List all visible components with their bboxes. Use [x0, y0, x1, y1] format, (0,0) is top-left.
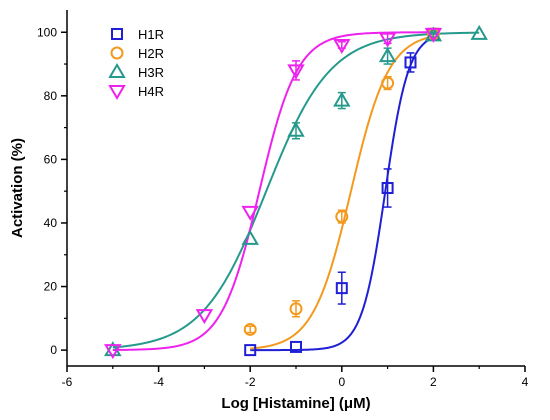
data-point-h1r: [290, 340, 302, 353]
y-tick-label: 40: [44, 216, 58, 230]
data-point-h3r: [333, 91, 351, 107]
legend-label-h3r: H3R: [138, 65, 164, 80]
x-tick-label: -6: [62, 375, 73, 389]
x-axis-label: Log [Histamine] (μM): [221, 395, 370, 412]
y-tick-label: 60: [44, 152, 58, 166]
data-point-h4r: [195, 309, 214, 325]
data-point-h1r: [381, 182, 394, 194]
legend-marker-h4r: [108, 85, 126, 100]
x-tick-label: -2: [245, 375, 256, 389]
data-point-h3r: [104, 341, 122, 357]
error-bars: [246, 29, 438, 334]
legend-marker-h3r: [108, 63, 126, 78]
x-tick-label: 0: [338, 375, 345, 389]
fit-curve-h1r: [250, 36, 434, 352]
data-point-h1r: [244, 344, 257, 357]
data-point-h2r: [289, 302, 303, 316]
data-point-h1r: [404, 56, 417, 69]
y-axis-label: Activation (%): [9, 138, 26, 238]
data-point-h4r: [104, 344, 122, 360]
x-tick-label: -4: [153, 375, 164, 389]
legend-marker-h1r: [111, 28, 123, 40]
y-tick-label: 100: [37, 25, 57, 39]
y-tick-label: 20: [44, 280, 58, 294]
data-point-h4r: [333, 38, 351, 54]
data-point-h3r: [470, 24, 488, 40]
y-tick-label: 0: [50, 343, 57, 357]
fit-curve-h2r: [250, 35, 434, 350]
legend-marker-h2r: [110, 46, 124, 60]
y-tick-label: 80: [44, 89, 58, 103]
legend: H1R H2R H3R H4R: [108, 27, 164, 100]
data-point-h2r: [381, 76, 395, 90]
data-point-h1r: [335, 282, 348, 295]
data-point-h3r: [287, 121, 305, 137]
x-tick-label: 4: [522, 375, 529, 389]
data-point-h2r: [243, 322, 257, 336]
legend-label-h1r: H1R: [138, 27, 164, 42]
legend-label-h2r: H2R: [138, 46, 164, 61]
data-point-h4r: [378, 32, 397, 48]
x-tick-label: 2: [430, 375, 437, 389]
data-point-h4r: [241, 205, 259, 221]
data-markers: [104, 24, 488, 360]
data-point-h3r: [378, 47, 397, 63]
data-point-h4r: [287, 64, 305, 80]
data-point-h3r: [241, 229, 259, 245]
data-point-h2r: [335, 210, 349, 224]
legend-label-h4r: H4R: [138, 84, 164, 99]
data-point-h4r: [424, 27, 443, 43]
